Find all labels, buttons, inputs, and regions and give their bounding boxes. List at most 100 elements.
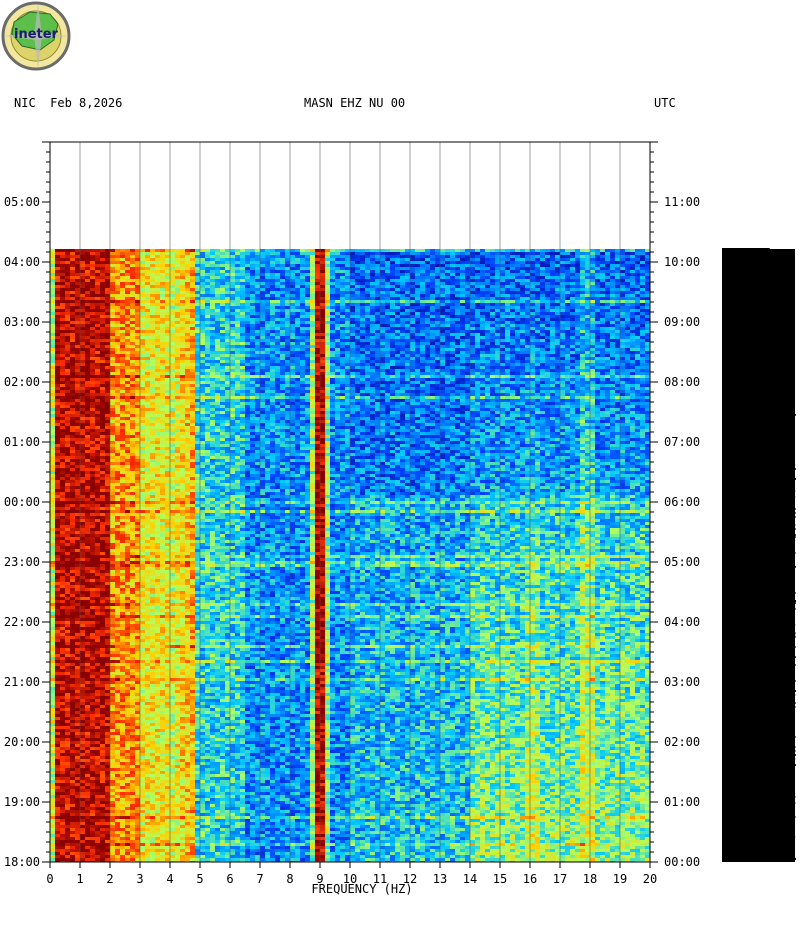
heatmap-cell (485, 255, 491, 259)
heatmap-cell (370, 363, 376, 367)
heatmap-cell (395, 279, 401, 283)
heatmap-cell (350, 330, 356, 334)
heatmap-cell (85, 327, 91, 331)
heatmap-cell (320, 258, 326, 262)
heatmap-cell (350, 345, 356, 349)
heatmap-cell (560, 273, 566, 277)
heatmap-cell (245, 345, 251, 349)
heatmap-cell (85, 267, 91, 271)
heatmap-cell (485, 342, 491, 346)
heatmap-cell (310, 312, 316, 316)
heatmap-cell (455, 324, 461, 328)
heatmap-cell (450, 288, 456, 292)
heatmap-cell (585, 276, 591, 280)
heatmap-cell (575, 309, 581, 313)
heatmap-cell (60, 366, 66, 370)
heatmap-cell (610, 306, 616, 310)
heatmap-cell (200, 363, 206, 367)
heatmap-cell (625, 330, 631, 334)
heatmap-cell (365, 351, 371, 355)
heatmap-cell (400, 327, 406, 331)
heatmap-cell (600, 357, 606, 361)
heatmap-cell (305, 354, 311, 358)
heatmap-cell (375, 315, 381, 319)
heatmap-cell (455, 327, 461, 331)
heatmap-cell (260, 258, 266, 262)
heatmap-cell (595, 282, 601, 286)
heatmap-cell (495, 294, 501, 298)
heatmap-cell (445, 348, 451, 352)
heatmap-cell (220, 309, 226, 313)
heatmap-cell (310, 282, 316, 286)
heatmap-cell (525, 312, 531, 316)
heatmap-cell (365, 312, 371, 316)
heatmap-cell (215, 366, 221, 370)
heatmap-cell (425, 315, 431, 319)
heatmap-cell (515, 312, 521, 316)
heatmap-cell (125, 345, 131, 349)
heatmap-cell (605, 294, 611, 298)
heatmap-cell (265, 291, 271, 295)
heatmap-cell (290, 288, 296, 292)
heatmap-cell (325, 270, 331, 274)
heatmap-cell (460, 264, 466, 268)
heatmap-cell (285, 318, 291, 322)
heatmap-cell (240, 336, 246, 340)
heatmap-cell (95, 306, 101, 310)
heatmap-cell (115, 297, 121, 301)
heatmap-cell (410, 336, 416, 340)
heatmap-cell (515, 252, 521, 256)
heatmap-cell (560, 264, 566, 268)
heatmap-cell (280, 249, 286, 253)
heatmap-cell (75, 255, 81, 259)
heatmap-cell (320, 303, 326, 307)
heatmap-cell (365, 327, 371, 331)
heatmap-cell (125, 363, 131, 367)
heatmap-cell (285, 306, 291, 310)
heatmap-cell (620, 357, 626, 361)
heatmap-cell (410, 288, 416, 292)
heatmap-cell (315, 345, 321, 349)
heatmap-cell (145, 303, 151, 307)
heatmap-cell (565, 288, 571, 292)
heatmap-cell (135, 360, 141, 364)
heatmap-cell (125, 300, 131, 304)
heatmap-cell (220, 276, 226, 280)
heatmap-cell (215, 318, 221, 322)
heatmap-cell (330, 336, 336, 340)
heatmap-cell (340, 276, 346, 280)
heatmap-cell (250, 345, 256, 349)
heatmap-cell (70, 345, 76, 349)
heatmap-cell (345, 267, 351, 271)
heatmap-cell (355, 288, 361, 292)
heatmap-cell (405, 255, 411, 259)
heatmap-cell (600, 342, 606, 346)
heatmap-cell (280, 258, 286, 262)
heatmap-cell (490, 342, 496, 346)
heatmap-cell (250, 354, 256, 358)
heatmap-cell (185, 348, 191, 352)
heatmap-cell (350, 312, 356, 316)
heatmap-cell (540, 357, 546, 361)
heatmap-cell (625, 297, 631, 301)
heatmap-cell (575, 294, 581, 298)
heatmap-cell (190, 297, 196, 301)
heatmap-cell (505, 366, 511, 370)
heatmap-cell (445, 273, 451, 277)
heatmap-cell (130, 369, 136, 373)
heatmap-cell (185, 351, 191, 355)
heatmap-cell (625, 288, 631, 292)
heatmap-cell (190, 354, 196, 358)
heatmap-cell (110, 276, 116, 280)
heatmap-cell (580, 336, 586, 340)
heatmap-cell (545, 321, 551, 325)
heatmap-cell (80, 363, 86, 367)
heatmap-cell (375, 345, 381, 349)
heatmap-cell (400, 342, 406, 346)
heatmap-cell (105, 321, 111, 325)
heatmap-cell (510, 363, 516, 367)
heatmap-cell (155, 264, 161, 268)
heatmap-cell (260, 309, 266, 313)
heatmap-cell (300, 270, 306, 274)
heatmap-cell (465, 363, 471, 367)
